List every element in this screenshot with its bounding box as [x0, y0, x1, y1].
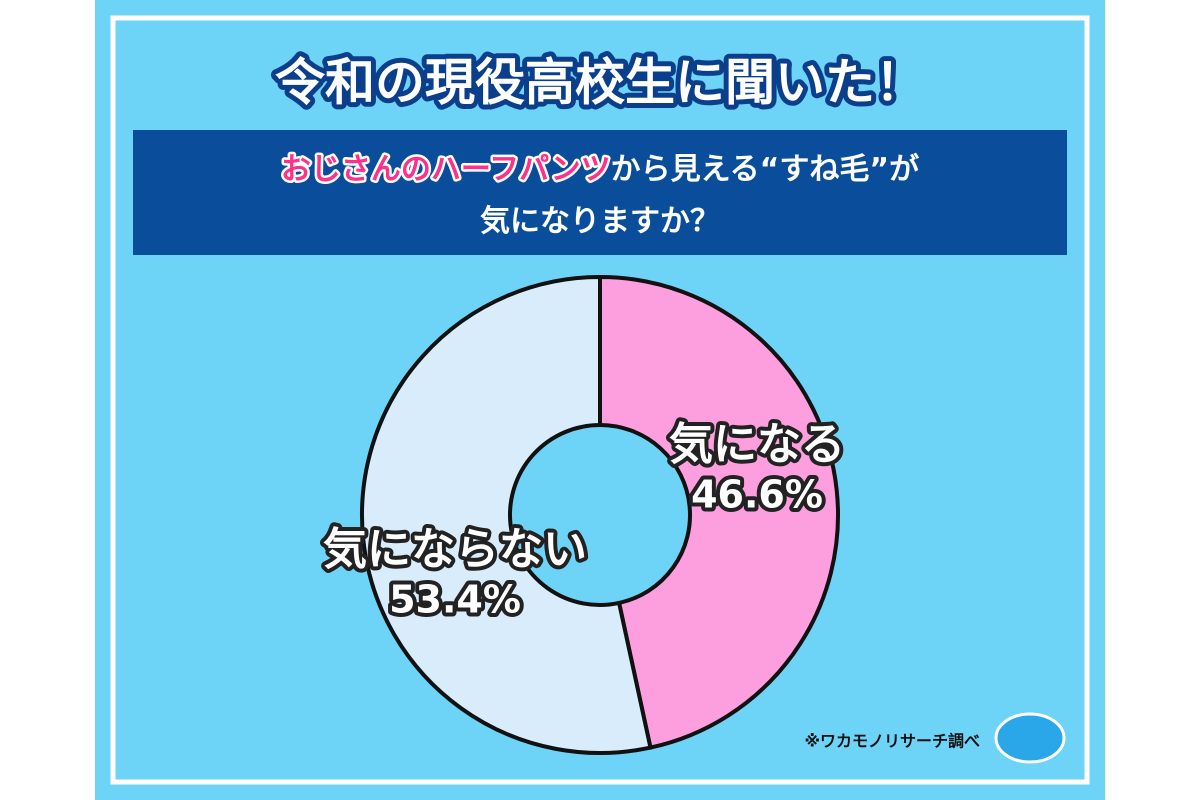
slice: [598, 274, 840, 750]
frame: [110, 15, 1090, 785]
slice-label: 気になる: [669, 419, 845, 470]
logo: [994, 712, 1066, 764]
subtitle-part: から見える“すね毛”が: [611, 152, 920, 187]
value-label: 46.6%: [691, 473, 823, 517]
slice-label: 気にならない: [323, 524, 587, 575]
value-label: 53.4%: [389, 578, 521, 622]
slice: [360, 274, 653, 755]
subtitle: 気になりますか？: [480, 204, 720, 239]
subtitle-part: 気になりますか？: [480, 204, 720, 239]
subtitle: おじさんのハーフパンツから見える“すね毛”が: [281, 152, 919, 187]
chart-title: 令和の現役高校生に聞いた！: [275, 54, 925, 112]
source-note: ※ワカモノリサーチ調べ: [804, 732, 980, 751]
subtitle-box: [133, 130, 1067, 255]
subtitle-highlight: おじさんのハーフパンツ: [281, 152, 611, 187]
